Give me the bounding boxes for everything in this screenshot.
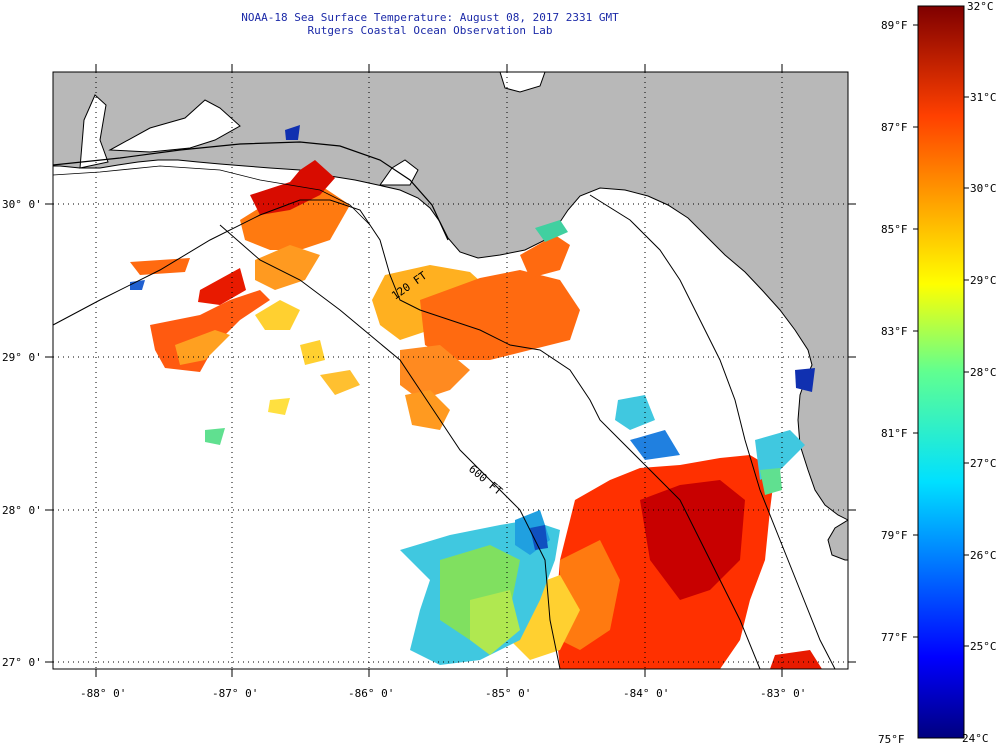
colorbar-f-label: 77°F [881,631,908,644]
colorbar-c-label: 30°C [970,182,997,195]
colorbar-c-label: 28°C [970,366,997,379]
colorbar-f-label: 83°F [881,325,908,338]
lat-label: 29° 0' [2,351,42,364]
tick-marks [45,64,856,677]
colorbar-f-label: 87°F [881,121,908,134]
map-title: NOAA-18 Sea Surface Temperature: August … [180,11,680,37]
colorbar-c-label: 26°C [970,549,997,562]
latitude-labels: 30° 0' 29° 0' 28° 0' 27° 0' [2,198,42,669]
colorbar-f-label: 89°F [881,19,908,32]
colorbar-c-label: 31°C [970,91,997,104]
title-line-1: NOAA-18 Sea Surface Temperature: August … [241,11,619,24]
colorbar-gradient [917,5,965,739]
land-mass-southeast [827,519,848,561]
sst-data-patches [130,125,822,669]
lon-label: -88° 0' [80,687,126,700]
contour-nearshore [53,165,371,226]
map-frame [52,71,849,670]
colorbar-c-label: 27°C [970,457,997,470]
colorbar-f-label: 79°F [881,529,908,542]
colorbar-c-label: 25°C [970,640,997,653]
lon-label: -86° 0' [348,687,394,700]
coastal-bays [79,72,546,186]
map-plot-area [53,72,848,669]
colorbar-c-label: 32°C [967,0,994,13]
contour-120ft [53,199,761,669]
colorbar-c-label: 24°C [962,732,989,745]
lon-label: -87° 0' [212,687,258,700]
contour-600ft [219,224,561,669]
longitude-labels: -88° 0' -87° 0' -86° 0' -85° 0' -84° 0' … [80,687,806,700]
lon-label: -84° 0' [623,687,669,700]
colorbar: 32°C 31°C 30°C 29°C 28°C 27°C 26°C 25°C … [878,0,997,746]
lat-label: 30° 0' [2,198,42,211]
lat-label: 28° 0' [2,504,42,517]
colorbar-c-label: 29°C [970,274,997,287]
colorbar-f-label: 75°F [878,733,905,746]
lon-label: -85° 0' [485,687,531,700]
colorbar-f-label: 81°F [881,427,908,440]
colorbar-f-label: 85°F [881,223,908,236]
barrier-coastline [53,141,449,241]
lon-label: -83° 0' [760,687,806,700]
contour-shelf-east [589,194,836,669]
title-line-2: Rutgers Coastal Ocean Observation Lab [307,24,553,37]
lat-label: 27° 0' [2,656,42,669]
